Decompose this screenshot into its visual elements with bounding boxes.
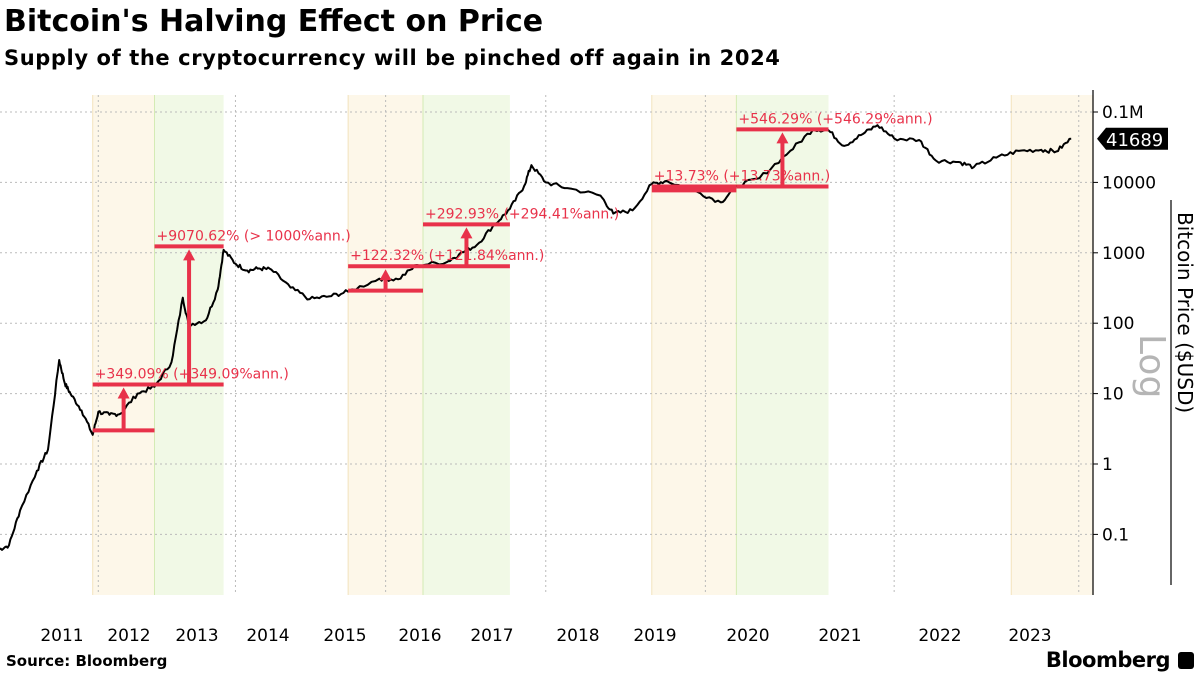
y-tick-label: 0.1M bbox=[1102, 103, 1144, 123]
y-tick-label: 0.1 bbox=[1102, 525, 1129, 545]
y-tick-label: 10000 bbox=[1102, 173, 1156, 193]
annotation-label: +122.32% (+121.84%ann.) bbox=[350, 248, 544, 264]
annotation-label: +292.93% (+294.41%ann.) bbox=[425, 206, 619, 222]
x-tick-label: 2018 bbox=[556, 626, 599, 646]
annotation-label: +349.09% (+349.09%ann.) bbox=[95, 366, 289, 382]
y-tick-label: 100 bbox=[1102, 314, 1134, 334]
x-tick-label: 2020 bbox=[726, 626, 769, 646]
post-halving-band bbox=[423, 95, 510, 595]
x-tick-label: 2014 bbox=[246, 626, 289, 646]
pre-halving-band bbox=[651, 95, 737, 595]
chart-subtitle: Supply of the cryptocurrency will be pin… bbox=[4, 46, 781, 70]
y-axis-title: Bitcoin Price ($USD) bbox=[1173, 212, 1197, 413]
arrow-up-icon bbox=[776, 132, 789, 144]
y-tick-label: 1000 bbox=[1102, 244, 1145, 264]
source-note: Source: Bloomberg bbox=[6, 652, 168, 670]
bloomberg-logo: Bloomberg bbox=[1045, 648, 1171, 672]
x-tick-label: 2017 bbox=[470, 626, 513, 646]
bloomberg-chart-icon bbox=[1178, 652, 1194, 669]
x-tick-label: 2016 bbox=[398, 626, 441, 646]
x-tick-label: 2022 bbox=[918, 626, 961, 646]
x-tick-label: 2011 bbox=[40, 626, 83, 646]
y-tick-label: 1 bbox=[1102, 455, 1113, 475]
halving-annotation: +13.73% (+13.73%ann.) bbox=[651, 168, 830, 193]
halving-annotation: +122.32% (+121.84%ann.) bbox=[348, 248, 544, 293]
arrow-up-icon bbox=[117, 387, 130, 399]
pre-halving-band bbox=[92, 95, 155, 595]
halving-annotation: +292.93% (+294.41%ann.) bbox=[423, 206, 619, 269]
x-tick-label: 2023 bbox=[1008, 626, 1051, 646]
chart-title: Bitcoin's Halving Effect on Price bbox=[4, 4, 544, 39]
last-value-label: 41689 bbox=[1106, 130, 1163, 151]
x-tick-label: 2012 bbox=[107, 626, 150, 646]
log-scale-label: Log bbox=[1131, 334, 1172, 398]
annotation-label: +13.73% (+13.73%ann.) bbox=[654, 168, 830, 184]
pre-halving-band bbox=[1011, 95, 1094, 595]
arrow-up-icon bbox=[379, 269, 392, 281]
x-tick-label: 2019 bbox=[633, 626, 676, 646]
y-tick-label: 10 bbox=[1102, 385, 1124, 405]
halving-annotation: +9070.62% (> 1000%ann.) bbox=[154, 228, 351, 387]
halving-annotation: +349.09% (+349.09%ann.) bbox=[92, 366, 289, 433]
annotation-label: +9070.62% (> 1000%ann.) bbox=[157, 228, 351, 244]
arrow-up-icon bbox=[460, 227, 473, 239]
x-tick-label: 2013 bbox=[175, 626, 218, 646]
annotation-label: +546.29% (+546.29%ann.) bbox=[738, 111, 932, 127]
halving-annotation: +546.29% (+546.29%ann.) bbox=[736, 111, 933, 189]
x-tick-label: 2021 bbox=[818, 626, 861, 646]
last-value-badge: 41689 bbox=[1097, 127, 1168, 151]
price-series-line bbox=[0, 124, 1072, 551]
arrow-up-icon bbox=[183, 249, 196, 261]
x-tick-label: 2015 bbox=[323, 626, 366, 646]
